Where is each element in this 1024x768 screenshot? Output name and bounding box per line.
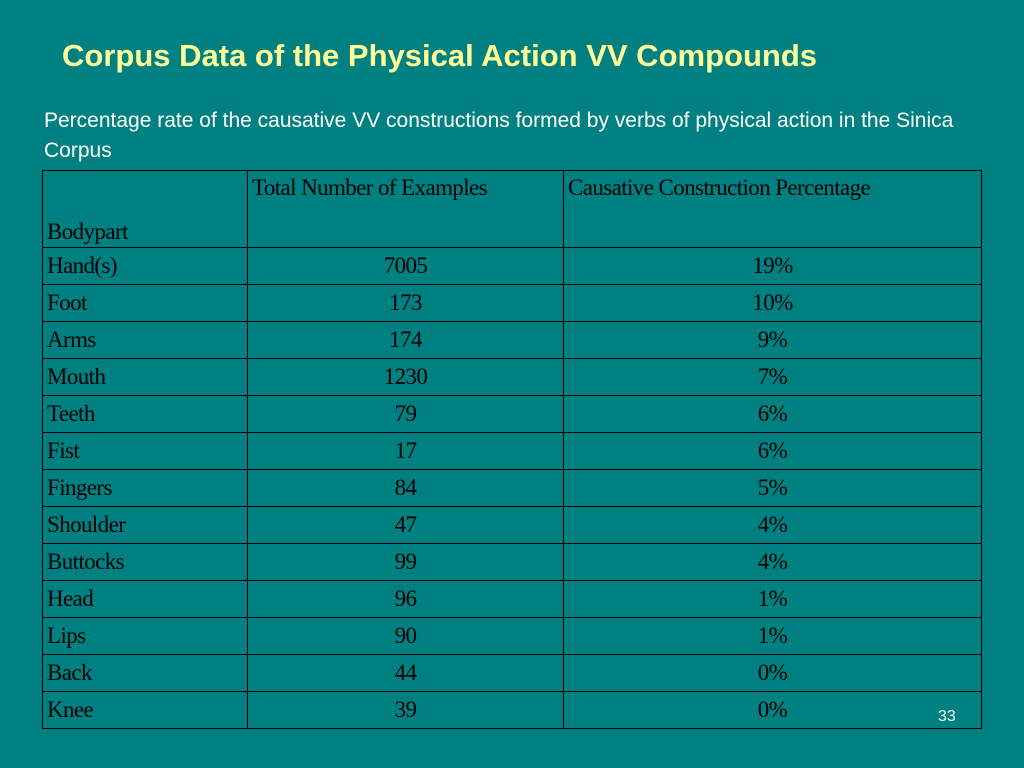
cell-causative-percentage: 5%	[563, 469, 982, 507]
table-row: Shoulder 47 4%	[42, 506, 982, 544]
header-causative-percentage: Causative Construction Percentage	[563, 170, 982, 248]
cell-bodypart: Arms	[42, 321, 248, 359]
cell-total-examples: 90	[247, 617, 564, 655]
cell-bodypart: Hand(s)	[42, 247, 248, 285]
cell-total-examples: 99	[247, 543, 564, 581]
cell-bodypart: Lips	[42, 617, 248, 655]
page-number: 33	[938, 708, 956, 725]
table-row: Arms 174 9%	[42, 321, 982, 359]
table-row: Fingers 84 5%	[42, 469, 982, 507]
cell-causative-percentage: 6%	[563, 395, 982, 433]
table-row: Head 96 1%	[42, 580, 982, 618]
cell-bodypart: Fist	[42, 432, 248, 470]
table-body: Hand(s) 7005 19% Foot 173 10% Arms 174 9% Mouth 12…	[42, 247, 982, 729]
cell-causative-percentage: 4%	[563, 543, 982, 581]
cell-total-examples: 44	[247, 654, 564, 692]
cell-total-examples: 84	[247, 469, 564, 507]
table-row: Teeth 79 6%	[42, 395, 982, 433]
cell-bodypart: Head	[42, 580, 248, 618]
table-row: Knee 39 0%	[42, 691, 982, 729]
cell-causative-percentage: 0%	[563, 654, 982, 692]
cell-total-examples: 39	[247, 691, 564, 729]
table-row: Buttocks 99 4%	[42, 543, 982, 581]
cell-causative-percentage: 1%	[563, 580, 982, 618]
cell-causative-percentage: 9%	[563, 321, 982, 359]
slide-title: Corpus Data of the Physical Action VV Co…	[62, 38, 817, 73]
cell-causative-percentage: 10%	[563, 284, 982, 322]
cell-bodypart: Fingers	[42, 469, 248, 507]
cell-total-examples: 7005	[247, 247, 564, 285]
table-row: Fist 17 6%	[42, 432, 982, 470]
cell-bodypart: Teeth	[42, 395, 248, 433]
cell-bodypart: Back	[42, 654, 248, 692]
table-row: Mouth 1230 7%	[42, 358, 982, 396]
table-row: Foot 173 10%	[42, 284, 982, 322]
cell-causative-percentage: 1%	[563, 617, 982, 655]
cell-bodypart: Buttocks	[42, 543, 248, 581]
header-total-examples: Total Number of Examples	[247, 170, 564, 248]
cell-causative-percentage: 19%	[563, 247, 982, 285]
cell-total-examples: 173	[247, 284, 564, 322]
cell-bodypart: Shoulder	[42, 506, 248, 544]
cell-causative-percentage: 0%	[563, 691, 982, 729]
table-row: Back 44 0%	[42, 654, 982, 692]
slide-subtitle: Percentage rate of the causative VV cons…	[44, 109, 954, 162]
header-bodypart: Bodypart	[42, 170, 248, 248]
cell-total-examples: 79	[247, 395, 564, 433]
cell-total-examples: 174	[247, 321, 564, 359]
cell-causative-percentage: 4%	[563, 506, 982, 544]
cell-bodypart: Knee	[42, 691, 248, 729]
corpus-data-table: Bodypart Total Number of Examples Causat…	[42, 170, 982, 729]
cell-causative-percentage: 7%	[563, 358, 982, 396]
cell-causative-percentage: 6%	[563, 432, 982, 470]
cell-total-examples: 1230	[247, 358, 564, 396]
cell-bodypart: Foot	[42, 284, 248, 322]
table-row: Hand(s) 7005 19%	[42, 247, 982, 285]
table-header-row: Bodypart Total Number of Examples Causat…	[42, 170, 982, 248]
cell-total-examples: 96	[247, 580, 564, 618]
cell-bodypart: Mouth	[42, 358, 248, 396]
cell-total-examples: 47	[247, 506, 564, 544]
cell-total-examples: 17	[247, 432, 564, 470]
table-row: Lips 90 1%	[42, 617, 982, 655]
